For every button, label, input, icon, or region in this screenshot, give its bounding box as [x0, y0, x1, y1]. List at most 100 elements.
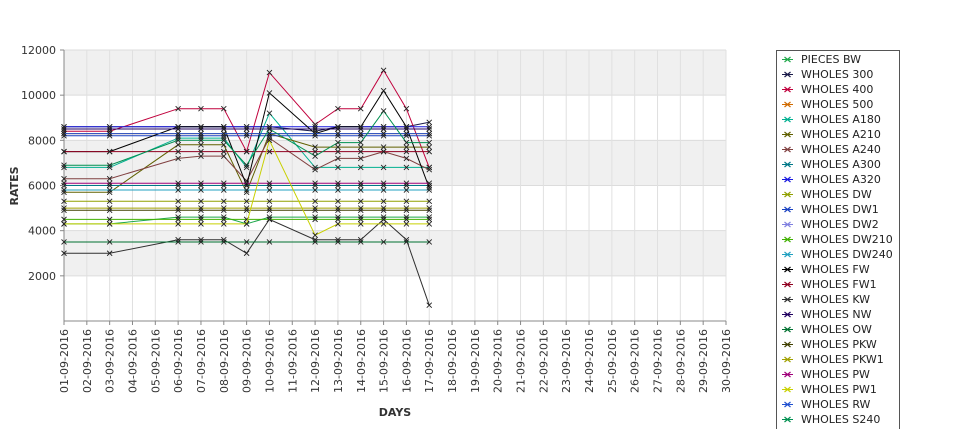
data-point	[175, 207, 181, 214]
data-point	[403, 216, 410, 223]
data-point	[357, 126, 364, 132]
data-point	[380, 207, 387, 214]
data-point	[357, 105, 364, 112]
data-point	[380, 123, 387, 130]
legend-label: WHOLES A320	[801, 173, 881, 186]
data-point	[220, 130, 227, 137]
data-point	[266, 135, 273, 141]
legend-item: WHOLES DW2	[777, 217, 899, 232]
data-point	[61, 123, 67, 130]
legend-item: WHOLES A320	[777, 172, 899, 187]
series	[61, 207, 433, 214]
data-point	[403, 205, 410, 211]
data-point	[426, 187, 433, 193]
data-point	[357, 182, 364, 189]
series	[61, 180, 433, 187]
legend-label: WHOLES DW210	[801, 233, 893, 246]
x-tick-label: 17-09-2016	[423, 329, 436, 393]
data-point	[403, 139, 410, 146]
legend-item: WHOLES A240	[777, 142, 899, 157]
data-point	[106, 187, 113, 193]
legend-label: WHOLES A180	[801, 113, 881, 126]
legend-item: WHOLES 400	[777, 82, 899, 97]
data-point	[220, 198, 227, 205]
data-point	[335, 187, 341, 193]
data-point	[243, 130, 250, 137]
data-point	[243, 162, 250, 168]
legend-item: WHOLES PKW1	[777, 352, 899, 367]
x-tick-label: 14-09-2016	[355, 329, 368, 393]
data-point	[198, 142, 204, 148]
data-point	[403, 130, 410, 137]
data-point	[380, 87, 387, 94]
data-point	[426, 119, 433, 126]
data-point	[312, 236, 318, 243]
data-point	[220, 142, 227, 148]
data-point	[426, 139, 433, 146]
x-tick-label: 07-09-2016	[195, 329, 208, 393]
data-point	[357, 216, 364, 223]
data-point	[106, 175, 113, 182]
legend-marker-icon	[782, 161, 793, 168]
legend: PIECES BW WHOLES 300 WHOLES 400 WHOLES 500 W…	[776, 50, 900, 429]
legend-label: WHOLES S240	[801, 413, 881, 426]
y-tick-label: 12000	[21, 44, 56, 57]
data-point	[175, 198, 181, 205]
x-tick-label: 15-09-2016	[378, 329, 391, 393]
legend-marker-icon	[782, 191, 793, 198]
legend-item: WHOLES OW	[777, 322, 899, 337]
data-point	[220, 148, 227, 155]
data-point	[426, 130, 433, 137]
series	[61, 110, 433, 171]
data-point	[403, 132, 410, 139]
data-point	[243, 164, 250, 171]
data-point	[380, 164, 387, 171]
data-point	[175, 236, 181, 243]
data-point	[106, 180, 113, 187]
data-point	[426, 214, 433, 220]
data-point	[198, 198, 204, 205]
data-point	[198, 216, 204, 223]
data-point	[198, 126, 204, 132]
data-point	[335, 207, 341, 214]
data-point	[312, 187, 318, 193]
data-point	[357, 144, 364, 150]
data-point	[243, 198, 250, 205]
x-tick-label: 23-09-2016	[560, 329, 573, 393]
legend-label: WHOLES A210	[801, 128, 881, 141]
data-point	[357, 236, 364, 243]
series	[61, 130, 433, 137]
data-point	[266, 216, 273, 223]
data-point	[198, 123, 204, 130]
data-point	[220, 239, 227, 245]
data-point	[61, 221, 67, 227]
data-point	[175, 135, 181, 141]
legend-marker-icon	[782, 386, 793, 393]
data-point	[266, 214, 273, 220]
data-point	[426, 221, 433, 227]
data-point	[335, 139, 341, 146]
y-tick-label: 10000	[21, 89, 56, 102]
data-point	[312, 144, 318, 150]
data-point	[198, 135, 204, 141]
legend-marker-icon	[782, 326, 793, 333]
data-point	[335, 105, 341, 112]
x-tick-label: 09-09-2016	[241, 329, 254, 393]
data-point	[61, 130, 67, 137]
data-point	[403, 180, 410, 187]
legend-item: WHOLES DW240	[777, 247, 899, 262]
legend-label: WHOLES DW240	[801, 248, 893, 261]
data-point	[380, 221, 387, 227]
data-point	[220, 132, 227, 139]
series	[61, 216, 433, 309]
legend-marker-icon	[782, 296, 793, 303]
data-point	[312, 239, 318, 245]
data-point	[175, 155, 181, 162]
series	[61, 108, 433, 168]
data-point	[61, 216, 67, 223]
data-point	[106, 162, 113, 168]
data-point	[403, 187, 410, 193]
data-point	[335, 155, 341, 162]
data-point	[175, 130, 181, 137]
data-point	[266, 205, 273, 211]
